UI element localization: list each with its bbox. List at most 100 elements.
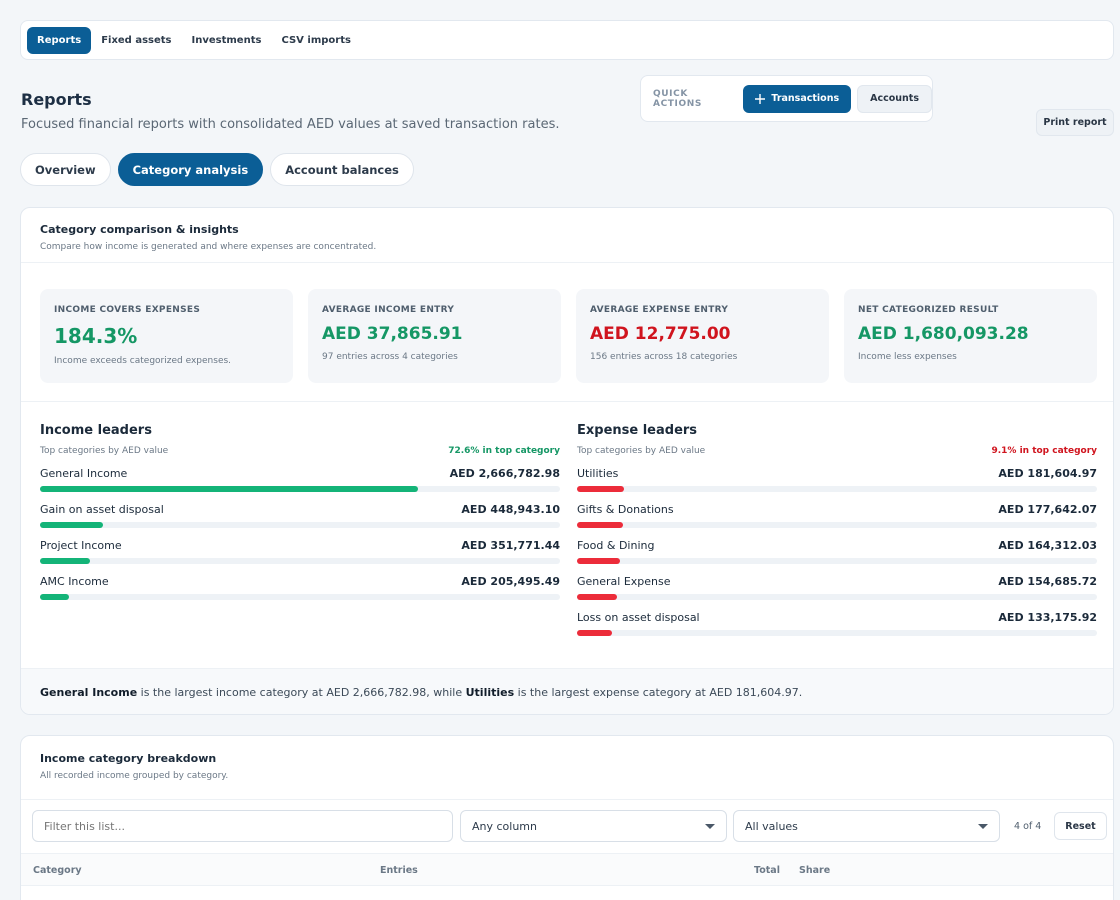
expense-leaders: Expense leaders Top categories by AED va… xyxy=(577,423,1097,636)
accounts-button[interactable]: Accounts xyxy=(857,84,932,113)
kpi-value: AED 37,865.91 xyxy=(322,324,463,344)
summary-text-2: is the largest expense category at AED 1… xyxy=(514,686,803,699)
income-breakdown-card: Income category breakdown All recorded i… xyxy=(20,735,1114,900)
income-leaders: Income leaders Top categories by AED val… xyxy=(40,423,560,600)
list-item: Loss on asset disposal AED 133,175.92 xyxy=(577,611,1097,636)
share-bar-track xyxy=(577,522,1097,528)
card-description: Compare how income is generated and wher… xyxy=(40,242,377,252)
table-header: Category Entries Total Share xyxy=(21,853,1113,886)
kpi-label: NET CATEGORIZED RESULT xyxy=(858,305,999,315)
category-name: General Income xyxy=(40,467,128,480)
column-header-total[interactable]: Total xyxy=(754,865,780,876)
share-bar-track xyxy=(577,558,1097,564)
share-bar-fill xyxy=(577,630,612,636)
kpi-average-expense: AVERAGE EXPENSE ENTRY AED 12,775.00 156 … xyxy=(576,289,829,383)
kpi-net-result: NET CATEGORIZED RESULT AED 1,680,093.28 … xyxy=(844,289,1097,383)
kpi-average-income: AVERAGE INCOME ENTRY AED 37,865.91 97 en… xyxy=(308,289,561,383)
column-header-entries[interactable]: Entries xyxy=(380,865,418,876)
summary-expense-category: Utilities xyxy=(465,686,515,699)
chevron-down-icon xyxy=(705,823,715,829)
column-header-category[interactable]: Category xyxy=(33,865,82,876)
list-item: Gain on asset disposal AED 448,943.10 xyxy=(40,503,560,528)
card-description: All recorded income grouped by category. xyxy=(40,771,229,781)
quick-actions-label: QUICK ACTIONS xyxy=(653,88,702,109)
income-leaders-title: Income leaders xyxy=(40,423,152,438)
share-bar-track xyxy=(40,594,560,600)
summary-income-category: General Income xyxy=(40,686,138,699)
top-nav: Reports Fixed assets Investments CSV imp… xyxy=(20,20,1114,60)
column-header-share[interactable]: Share xyxy=(799,865,831,876)
share-bar-fill xyxy=(40,558,90,564)
category-name: Loss on asset disposal xyxy=(577,611,700,624)
kpi-value: AED 1,680,093.28 xyxy=(858,324,1029,344)
category-name: AMC Income xyxy=(40,575,109,588)
category-value: AED 2,666,782.98 xyxy=(449,467,560,480)
filter-input[interactable] xyxy=(32,810,453,842)
category-value: AED 133,175.92 xyxy=(998,611,1097,624)
share-bar-track xyxy=(577,594,1097,600)
transactions-button[interactable]: Transactions xyxy=(743,84,852,113)
tab-fixed-assets[interactable]: Fixed assets xyxy=(101,34,172,46)
share-bar-fill xyxy=(40,486,418,492)
category-comparison-card: Category comparison & insights Compare h… xyxy=(20,207,1114,715)
share-bar-fill xyxy=(577,522,624,528)
share-bar-track xyxy=(577,486,1097,492)
category-name: Project Income xyxy=(40,539,122,552)
category-name: Food & Dining xyxy=(577,539,655,552)
column-select[interactable]: Any column xyxy=(460,810,727,842)
value-select[interactable]: All values xyxy=(733,810,1000,842)
quick-actions: QUICK ACTIONS Transactions Accounts xyxy=(640,75,933,122)
kpi-note: 156 entries across 18 categories xyxy=(590,352,738,362)
category-value: AED 181,604.97 xyxy=(998,467,1097,480)
result-count: 4 of 4 xyxy=(1014,820,1042,832)
column-select-value: Any column xyxy=(472,819,537,833)
page-subtitle: Focused financial reports with consolida… xyxy=(21,117,560,132)
category-value: AED 177,642.07 xyxy=(998,503,1097,516)
income-leaders-subtitle: Top categories by AED value xyxy=(40,446,169,456)
kpi-label: AVERAGE EXPENSE ENTRY xyxy=(590,305,729,315)
page-title: Reports xyxy=(21,90,92,109)
view-tabs: Overview Category analysis Account balan… xyxy=(20,153,414,186)
tab-investments[interactable]: Investments xyxy=(191,34,262,46)
transactions-button-label: Transactions xyxy=(771,93,840,104)
card-title: Category comparison & insights xyxy=(40,223,239,236)
category-value: AED 154,685.72 xyxy=(998,575,1097,588)
tab-csv-imports[interactable]: CSV imports xyxy=(281,34,351,46)
divider xyxy=(21,401,1113,402)
list-item: Gifts & Donations AED 177,642.07 xyxy=(577,503,1097,528)
expense-top-share: 9.1% in top category xyxy=(991,446,1097,456)
chevron-down-icon xyxy=(978,823,988,829)
tab-category-analysis[interactable]: Category analysis xyxy=(117,153,264,186)
summary-text-1: is the largest income category at AED 2,… xyxy=(137,686,466,699)
share-bar-track xyxy=(40,486,560,492)
kpi-label: INCOME COVERS EXPENSES xyxy=(54,305,201,315)
list-item: AMC Income AED 205,495.49 xyxy=(40,575,560,600)
share-bar-fill xyxy=(577,486,625,492)
category-name: General Expense xyxy=(577,575,671,588)
share-bar-fill xyxy=(40,594,70,600)
list-item: General Income AED 2,666,782.98 xyxy=(40,467,560,492)
tab-reports[interactable]: Reports xyxy=(27,26,92,54)
tab-account-balances[interactable]: Account balances xyxy=(270,153,414,186)
print-report-button[interactable]: Print report xyxy=(1036,109,1114,136)
category-name: Gifts & Donations xyxy=(577,503,674,516)
kpi-label: AVERAGE INCOME ENTRY xyxy=(322,305,455,315)
expense-leaders-title: Expense leaders xyxy=(577,423,698,438)
value-select-value: All values xyxy=(745,819,798,833)
list-item: Food & Dining AED 164,312.03 xyxy=(577,539,1097,564)
reset-button[interactable]: Reset xyxy=(1054,812,1107,840)
kpi-income-covers: INCOME COVERS EXPENSES 184.3% Income exc… xyxy=(40,289,293,383)
share-bar-track xyxy=(577,630,1097,636)
category-value: AED 205,495.49 xyxy=(461,575,560,588)
kpi-note: Income less expenses xyxy=(858,352,957,362)
expense-leaders-subtitle: Top categories by AED value xyxy=(577,446,706,456)
insight-summary: General Income is the largest income cat… xyxy=(21,668,1113,714)
plus-icon xyxy=(755,93,766,104)
kpi-note: 97 entries across 4 categories xyxy=(322,352,458,362)
list-item: Project Income AED 351,771.44 xyxy=(40,539,560,564)
share-bar-fill xyxy=(577,558,620,564)
card-title: Income category breakdown xyxy=(40,752,217,765)
share-bar-track xyxy=(40,558,560,564)
share-bar-fill xyxy=(40,522,104,528)
tab-overview[interactable]: Overview xyxy=(20,153,111,186)
